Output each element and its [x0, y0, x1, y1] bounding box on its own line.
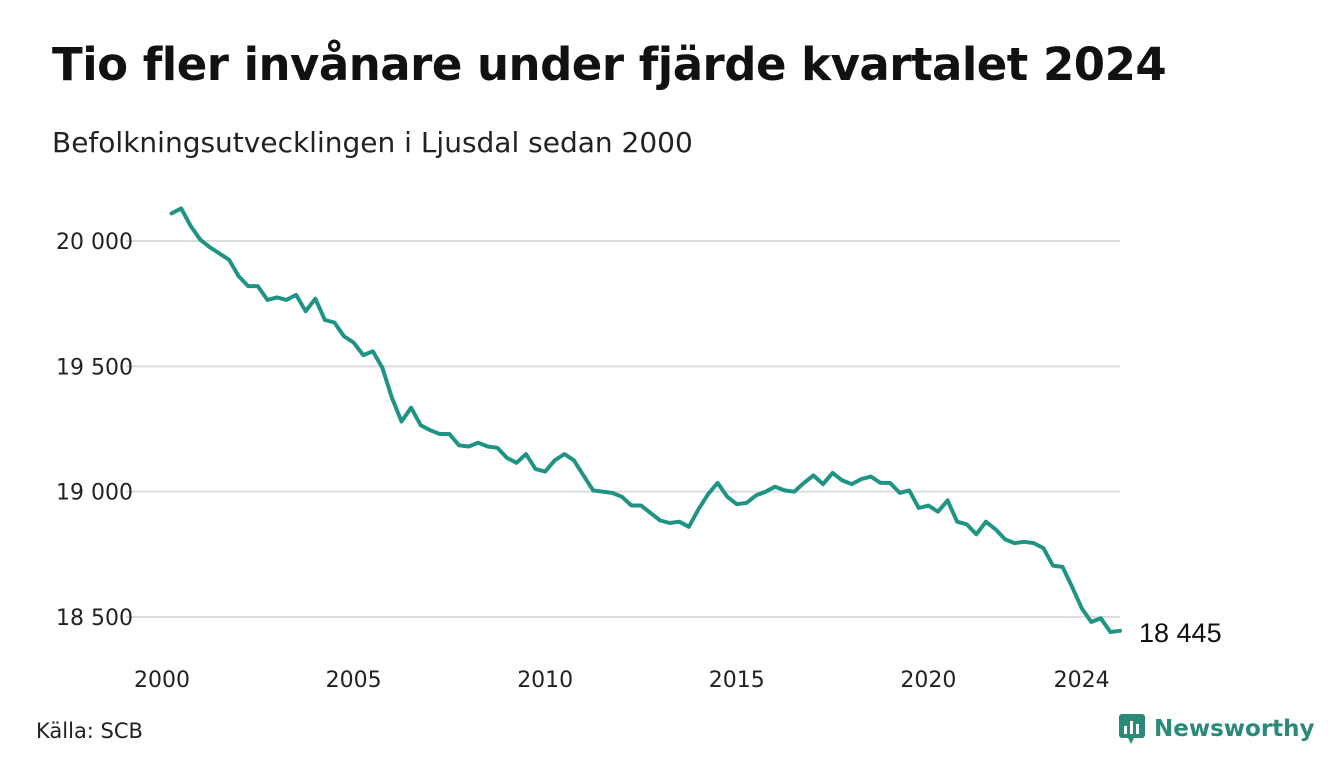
newsworthy-logo: Newsworthy	[1118, 713, 1315, 745]
y-tick-label: 18 500	[56, 606, 133, 631]
x-axis-tick-labels: 2000 2005 2010 2015 2020 2024	[134, 668, 1110, 693]
chart-subtitle: Befolkningsutvecklingen i Ljusdal sedan …	[52, 126, 693, 159]
source-note: Källa: SCB	[36, 719, 143, 743]
x-tick-label: 2020	[900, 668, 956, 693]
y-axis-tick-labels: 18 500 19 000 19 500 20 000	[56, 230, 133, 631]
x-tick-label: 2005	[326, 668, 382, 693]
x-tick-label: 2015	[709, 668, 765, 693]
newsworthy-logo-icon	[1119, 714, 1145, 744]
chart-title: Tio fler invånare under fjärde kvartalet…	[52, 38, 1167, 91]
y-tick-label: 19 000	[56, 481, 133, 506]
series-group	[169, 206, 1122, 634]
x-tick-label: 2024	[1054, 668, 1110, 693]
grid-lines	[126, 240, 1120, 618]
x-tick-label: 2000	[134, 668, 190, 693]
end-value-label: 18 445	[1139, 618, 1222, 648]
series-line	[169, 206, 1122, 634]
x-tick-label: 2010	[517, 668, 573, 693]
brand-name: Newsworthy	[1154, 716, 1315, 742]
y-tick-label: 20 000	[56, 230, 133, 255]
y-tick-label: 19 500	[56, 355, 133, 380]
